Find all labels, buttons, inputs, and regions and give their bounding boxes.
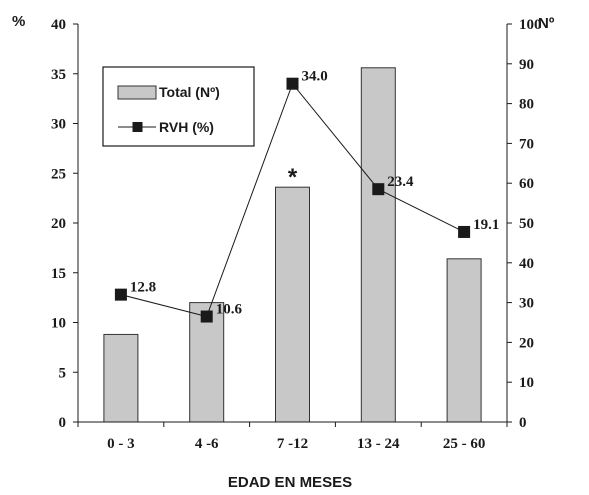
x-tick-label: 0 - 3 [107,436,135,452]
legend: Total (Nº) RVH (%) [102,66,255,147]
right-tick-label: 10 [519,375,534,391]
right-tick-label: 70 [519,136,534,152]
left-tick-label: 40 [51,17,66,33]
bars-layer [103,67,482,423]
left-tick-label: 30 [51,117,66,133]
legend-bar-label: Total (Nº) [159,84,220,100]
left-tick-label: 35 [51,67,66,83]
significance-asterisk: * [288,164,298,191]
rvh-marker-1 [200,310,213,323]
right-tick-label: 30 [519,296,534,312]
rvh-data-label: 12.8 [130,280,156,296]
left-tick-label: 25 [51,166,66,182]
legend-line-label: RVH (%) [159,119,214,135]
right-tick-label: 0 [519,415,527,431]
right-tick-label: 60 [519,176,534,192]
rvh-marker-2 [286,77,299,90]
right-tick-label: 50 [519,216,534,232]
legend-box [102,66,255,147]
x-tick-label: 13 - 24 [357,436,400,452]
line-layer [114,77,471,323]
x-axis-title: EDAD EN MESES [228,474,352,491]
left-axis-unit: % [12,13,25,30]
legend-line-marker [132,122,143,132]
bar-0 [103,333,139,423]
right-tick-label: 100 [519,17,542,33]
right-axis-unit: Nº [538,15,555,32]
left-tick-label: 0 [59,415,67,431]
rvh-data-label: 19.1 [473,217,499,233]
rvh-data-label: 10.6 [216,302,243,318]
rvh-data-label: 23.4 [387,174,414,190]
left-tick-label: 20 [51,216,66,232]
axes-layer: 0 5 10 15 20 25 30 35 40 0 10 20 30 40 50 60 70 80 90 100 0 … [51,17,542,452]
right-tick-label: 20 [519,335,534,351]
bar-3 [360,67,396,423]
x-tick-label: 7 -12 [277,436,308,452]
left-tick-label: 10 [51,316,66,332]
x-tick-label: 25 - 60 [443,436,486,452]
left-tick-label: 15 [51,266,66,282]
bar-4 [446,258,482,423]
left-tick-label: 5 [59,365,67,381]
labels-layer: 12.8 10.6 34.0 23.4 19.1 * [130,69,499,318]
bar-2 [275,186,310,423]
right-tick-label: 90 [519,57,534,73]
rvh-marker-4 [458,225,471,238]
rvh-marker-0 [114,288,127,301]
legend-bar-swatch [117,85,157,100]
rvh-marker-3 [372,183,385,196]
right-tick-label: 40 [519,256,534,272]
x-tick-label: 4 -6 [195,436,219,452]
rvh-data-label: 34.0 [302,69,328,85]
right-tick-label: 80 [519,97,534,113]
